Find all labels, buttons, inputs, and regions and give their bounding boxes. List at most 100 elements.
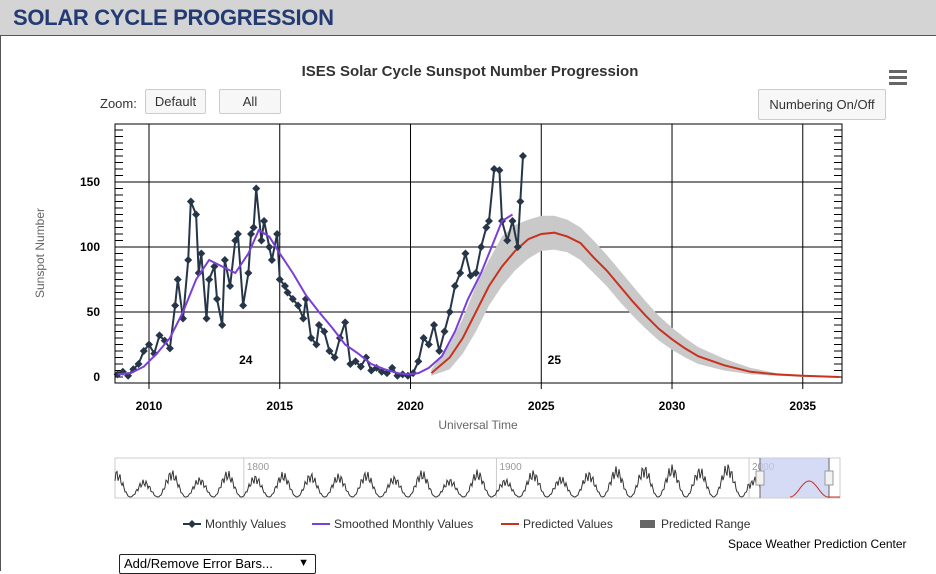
monthly-point [503,236,512,245]
monthly-point [155,331,164,340]
monthly-point [482,223,491,232]
monthly-point [239,301,248,310]
navigator-background [114,457,841,499]
navigator-handle-left[interactable] [755,470,765,486]
monthly-point [456,269,465,277]
monthly-point [184,256,193,264]
credit-text: Space Weather Prediction Center [728,537,907,551]
monthly-point [267,256,276,264]
monthly-point [351,357,360,366]
predicted-values-line [430,231,840,378]
monthly-point [134,360,143,368]
monthly-point [445,308,454,316]
monthly-point [244,269,253,277]
monthly-point [341,318,350,327]
monthly-point [450,282,459,290]
legend-label-smoothed: Smoothed Monthly Values [334,517,473,531]
error-bars-select[interactable]: Add/Remove Error Bars... ▼ [119,554,316,574]
monthly-point [484,217,493,225]
monthly-point [477,243,486,251]
predicted-range-area [431,215,840,377]
monthly-point [294,301,303,310]
monthly-point [288,295,297,303]
monthly-point [516,197,525,206]
x-tick-label-2030: 2030 [659,399,686,413]
x-tick-label-2010: 2010 [136,399,163,413]
monthly-point [330,353,339,362]
monthly-point [518,152,527,160]
monthly-point [419,334,428,342]
legend-item-monthly[interactable]: Monthly Values [183,517,286,531]
y-tick-label-0: 0 [93,370,100,384]
monthly-point [414,357,423,366]
monthly-point [150,349,159,358]
zoom-all-button[interactable]: All [219,89,281,114]
cycle-label-24: 24 [239,353,253,367]
hamburger-menu-icon[interactable] [889,70,907,86]
monthly-point [513,243,522,251]
monthly-point [171,301,180,310]
monthly-point [257,236,266,245]
monthly-point [226,282,235,290]
smoothed-line-path [117,213,514,376]
legend-item-smoothed[interactable]: Smoothed Monthly Values [312,517,473,531]
monthly-point [273,230,282,238]
monthly-point [139,347,148,355]
navigator-history-line [114,464,761,498]
monthly-point [325,347,334,355]
monthly-point [435,347,444,355]
cycle-label-25: 25 [548,353,562,367]
y-axis-ticks: 0 50 100 150 [80,175,100,384]
monthly-point [205,275,214,284]
navigator-label-1800: 1800 [247,462,270,473]
monthly-point [165,344,174,353]
y-tick-label-150: 150 [80,175,100,189]
legend-label-predicted: Predicted Values [523,517,613,531]
monthly-point [197,249,206,258]
plot-area [115,124,842,383]
monthly-point [252,184,261,193]
cycle-labels: 24 25 [239,353,561,367]
legend: Monthly Values Smoothed Monthly Values P… [183,517,751,531]
numbering-toggle-button[interactable]: Numbering On/Off [758,89,886,120]
monthly-point [307,334,316,342]
legend-item-range[interactable]: Predicted Range [640,517,751,531]
x-tick-label-2020: 2020 [397,399,424,413]
navigator-handle-right[interactable] [824,470,834,486]
monthly-point [218,321,227,329]
predicted-line-path [430,231,840,378]
monthly-point [430,321,439,329]
monthly-point [275,275,284,284]
predicted-range-band [431,215,840,377]
monthly-point [246,230,255,238]
y-tick-label-50: 50 [87,305,101,319]
y-axis-label: Sunspot Number [33,208,47,298]
monthly-point [314,321,323,329]
navigator-label-1900: 1900 [499,462,522,473]
zoom-default-button[interactable]: Default [145,89,206,114]
minor-ticks [115,129,842,378]
monthly-point [212,295,221,303]
navigator-selection[interactable] [760,458,829,498]
plot-border [114,123,843,384]
legend-label-range: Predicted Range [661,517,751,531]
x-tick-label-2035: 2035 [789,399,816,413]
legend-label-monthly: Monthly Values [205,517,286,531]
x-axis-label: Universal Time [438,418,518,432]
chart-title: ISES Solar Cycle Sunspot Number Progress… [302,63,639,80]
monthly-point [186,197,195,206]
monthly-point [299,314,308,323]
monthly-point [231,236,240,245]
monthly-point [249,223,258,232]
monthly-point [265,243,274,251]
x-tick-label-2015: 2015 [266,399,293,413]
monthly-values-series [113,152,527,380]
navigator[interactable]: 180019002000 [114,457,841,499]
y-tick-label-100: 100 [80,240,100,254]
monthly-point [173,275,182,284]
monthly-point [471,269,480,277]
monthly-point [312,340,321,349]
monthly-point [508,217,517,225]
legend-item-predicted[interactable]: Predicted Values [501,517,613,531]
